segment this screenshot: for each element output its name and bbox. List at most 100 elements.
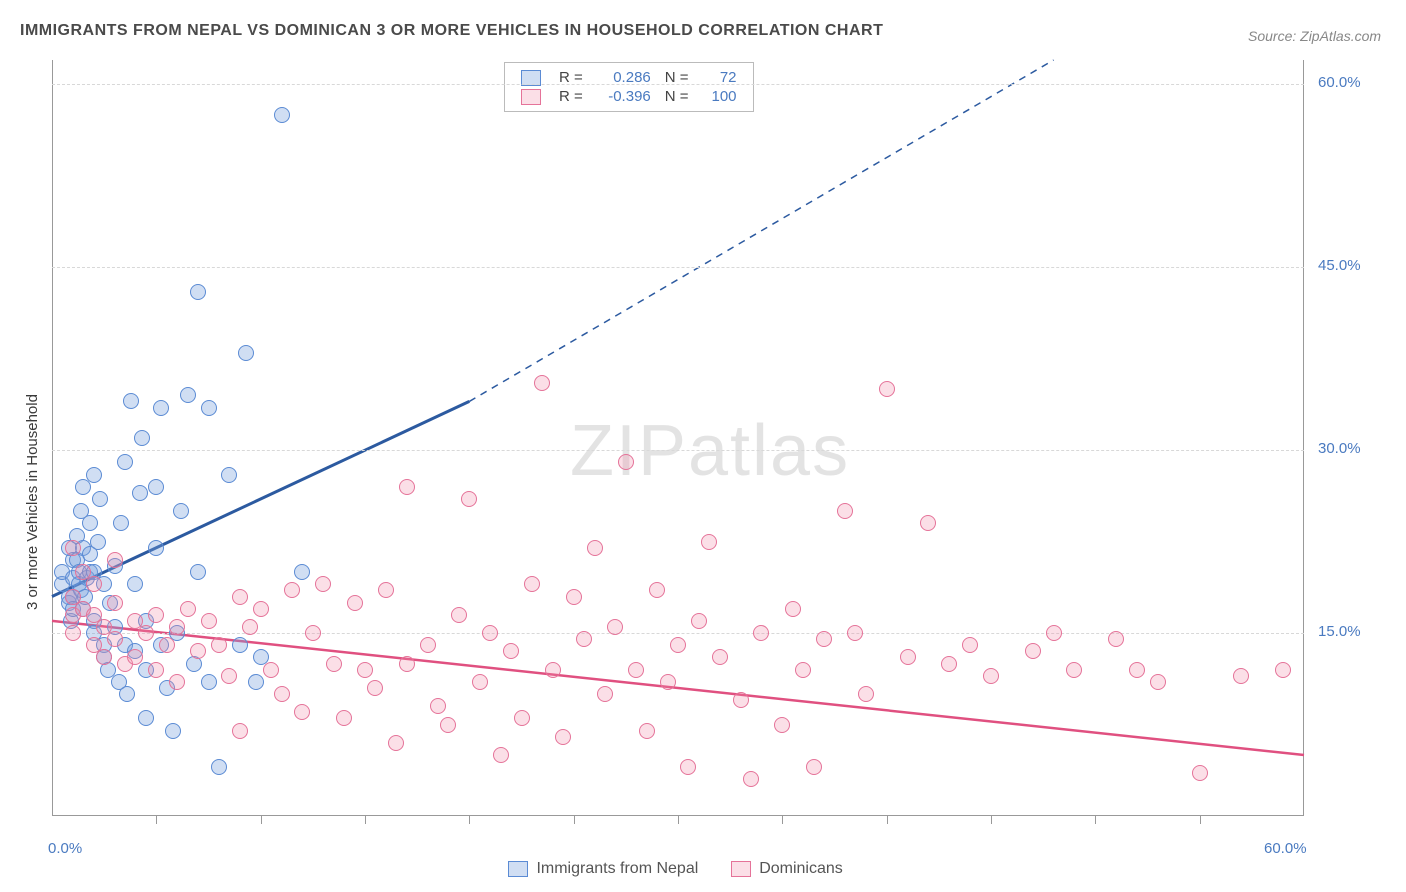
- y-tick-label: 30.0%: [1318, 440, 1361, 457]
- data-point: [347, 595, 363, 611]
- data-point: [514, 710, 530, 726]
- data-point: [201, 674, 217, 690]
- data-point: [795, 662, 811, 678]
- data-point: [555, 729, 571, 745]
- legend-label: Dominicans: [759, 860, 843, 877]
- legend-label: Immigrants from Nepal: [536, 860, 698, 877]
- y-tick-label: 45.0%: [1318, 257, 1361, 274]
- data-point: [941, 656, 957, 672]
- data-point: [148, 540, 164, 556]
- data-point: [132, 485, 148, 501]
- gridline: [52, 267, 1304, 268]
- data-point: [90, 534, 106, 550]
- data-point: [493, 747, 509, 763]
- data-point: [733, 692, 749, 708]
- x-tick: [678, 816, 679, 824]
- data-point: [1192, 765, 1208, 781]
- data-point: [86, 576, 102, 592]
- data-point: [274, 107, 290, 123]
- data-point: [169, 674, 185, 690]
- correlation-legend: R = 0.286 N = 72 R = -0.396 N = 100: [504, 62, 754, 112]
- x-tick-label: 0.0%: [48, 840, 82, 857]
- data-point: [639, 723, 655, 739]
- data-point: [153, 400, 169, 416]
- data-point: [82, 515, 98, 531]
- x-tick: [156, 816, 157, 824]
- x-tick: [261, 816, 262, 824]
- data-point: [65, 625, 81, 641]
- data-point: [1025, 643, 1041, 659]
- x-tick: [365, 816, 366, 824]
- data-point: [691, 613, 707, 629]
- data-point: [201, 400, 217, 416]
- data-point: [451, 607, 467, 623]
- data-point: [587, 540, 603, 556]
- data-point: [221, 467, 237, 483]
- gridline: [52, 450, 1304, 451]
- data-point: [201, 613, 217, 629]
- data-point: [107, 595, 123, 611]
- data-point: [238, 345, 254, 361]
- data-point: [274, 686, 290, 702]
- data-point: [545, 662, 561, 678]
- data-point: [232, 589, 248, 605]
- data-point: [180, 387, 196, 403]
- data-point: [148, 479, 164, 495]
- data-point: [774, 717, 790, 733]
- series-legend: Immigrants from Nepal Dominicans: [508, 860, 871, 878]
- x-tick: [574, 816, 575, 824]
- y-tick-label: 60.0%: [1318, 74, 1361, 91]
- data-point: [165, 723, 181, 739]
- data-point: [107, 552, 123, 568]
- data-point: [806, 759, 822, 775]
- y-axis-label: 3 or more Vehicles in Household: [24, 394, 41, 610]
- data-point: [440, 717, 456, 733]
- data-point: [472, 674, 488, 690]
- plot-area: [52, 60, 1304, 816]
- data-point: [190, 284, 206, 300]
- data-point: [134, 430, 150, 446]
- data-point: [879, 381, 895, 397]
- x-tick: [887, 816, 888, 824]
- data-point: [701, 534, 717, 550]
- data-point: [326, 656, 342, 672]
- x-tick-label: 60.0%: [1264, 840, 1307, 857]
- chart-title: IMMIGRANTS FROM NEPAL VS DOMINICAN 3 OR …: [20, 22, 883, 40]
- data-point: [566, 589, 582, 605]
- data-point: [399, 479, 415, 495]
- data-point: [983, 668, 999, 684]
- data-point: [138, 625, 154, 641]
- data-point: [1150, 674, 1166, 690]
- data-point: [1046, 625, 1062, 641]
- gridline: [52, 84, 1304, 85]
- data-point: [305, 625, 321, 641]
- data-point: [159, 637, 175, 653]
- data-point: [785, 601, 801, 617]
- data-point: [180, 601, 196, 617]
- data-point: [92, 491, 108, 507]
- data-point: [628, 662, 644, 678]
- data-point: [65, 540, 81, 556]
- data-point: [253, 601, 269, 617]
- x-tick: [991, 816, 992, 824]
- x-tick: [1200, 816, 1201, 824]
- data-point: [597, 686, 613, 702]
- data-point: [107, 631, 123, 647]
- x-tick: [782, 816, 783, 824]
- data-point: [86, 467, 102, 483]
- data-point: [858, 686, 874, 702]
- y-tick-label: 15.0%: [1318, 623, 1361, 640]
- data-point: [148, 662, 164, 678]
- data-point: [263, 662, 279, 678]
- data-point: [232, 637, 248, 653]
- data-point: [1275, 662, 1291, 678]
- data-point: [900, 649, 916, 665]
- source-attribution: Source: ZipAtlas.com: [1248, 28, 1381, 44]
- data-point: [837, 503, 853, 519]
- data-point: [232, 723, 248, 739]
- data-point: [660, 674, 676, 690]
- x-tick: [1095, 816, 1096, 824]
- x-tick: [469, 816, 470, 824]
- data-point: [1129, 662, 1145, 678]
- data-point: [399, 656, 415, 672]
